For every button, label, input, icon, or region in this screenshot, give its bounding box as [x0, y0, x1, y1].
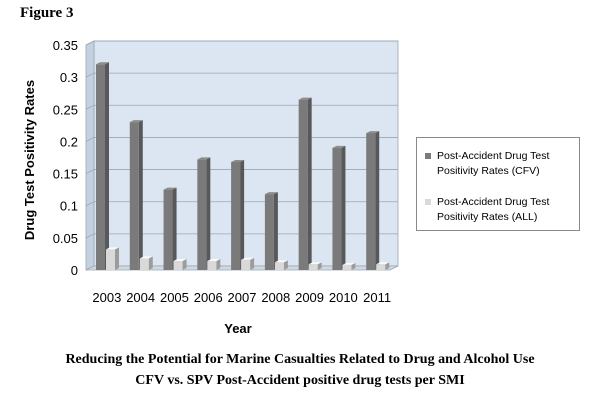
- bar-cfv: [129, 120, 143, 271]
- x-axis-title: Year: [224, 321, 251, 336]
- x-tick-label: 2011: [363, 290, 391, 305]
- legend-swatch-cfv: [425, 153, 431, 159]
- y-tick-label: 0.05: [53, 231, 78, 246]
- y-axis-title: Drug Test Positivity Rates: [22, 80, 37, 240]
- x-tick-label: 2005: [160, 290, 189, 305]
- bar-cfv: [366, 131, 380, 270]
- bar-all: [376, 262, 390, 270]
- bar-all: [139, 256, 153, 270]
- legend-label-all: Post-Accident Drug Test Positivity Rates…: [437, 196, 550, 223]
- bar-all: [274, 260, 288, 270]
- gridlines: [85, 40, 398, 271]
- legend-label-cfv: Post-Accident Drug Test Positivity Rates…: [437, 150, 550, 177]
- y-tick-label: 0.15: [53, 167, 78, 182]
- bar-cfv: [197, 157, 211, 270]
- plot-area: [85, 40, 399, 271]
- y-tick-label: 0: [71, 263, 78, 278]
- gridline: [85, 169, 398, 174]
- bar-all: [173, 259, 187, 270]
- bar-all: [241, 257, 255, 270]
- x-tick-label: 2006: [194, 290, 223, 305]
- y-tick-label: 0.1: [60, 199, 78, 214]
- bars: [96, 62, 390, 271]
- gridline: [85, 233, 398, 239]
- x-tick-label: 2003: [92, 290, 121, 305]
- legend-swatch-all: [425, 199, 431, 205]
- gridline: [85, 137, 398, 142]
- x-tick-label: 2009: [295, 290, 324, 305]
- bar-cfv: [231, 160, 245, 270]
- bar-all: [106, 247, 119, 270]
- legend: Post-Accident Drug Test Positivity Rates…: [416, 137, 580, 231]
- y-tick-label: 0.35: [53, 38, 78, 53]
- x-tick-label: 2010: [329, 290, 358, 305]
- y-tick-labels: 0 0.05 0.1 0.15 0.2 0.25 0.3 0.35: [53, 38, 78, 278]
- bar-cfv: [298, 97, 312, 271]
- bar-all: [342, 262, 356, 270]
- bar-cfv: [332, 145, 346, 270]
- gridline: [85, 72, 398, 78]
- figure-label: Figure 3: [20, 5, 74, 21]
- gridline: [85, 40, 398, 46]
- bar-cfv: [264, 192, 278, 270]
- caption-line-1: Reducing the Potential for Marine Casual…: [65, 352, 535, 367]
- y-tick-label: 0.2: [60, 134, 78, 149]
- gridline: [85, 201, 398, 207]
- x-tick-label: 2004: [126, 290, 155, 305]
- x-tick-labels: 2003 2004 2005 2006 2007 2008 2009 2010 2011: [92, 290, 391, 305]
- y-tick-label: 0.25: [53, 102, 78, 117]
- bar-cfv: [96, 62, 109, 271]
- x-tick-label: 2007: [228, 290, 257, 305]
- x-tick-label: 2008: [261, 290, 290, 305]
- bar-cfv: [163, 187, 177, 270]
- bar-all: [308, 262, 322, 270]
- caption-line-2: CFV vs. SPV Post-Accident positive drug …: [135, 373, 465, 388]
- gridline: [85, 104, 398, 110]
- bar-all: [207, 259, 221, 270]
- y-tick-label: 0.3: [60, 70, 78, 85]
